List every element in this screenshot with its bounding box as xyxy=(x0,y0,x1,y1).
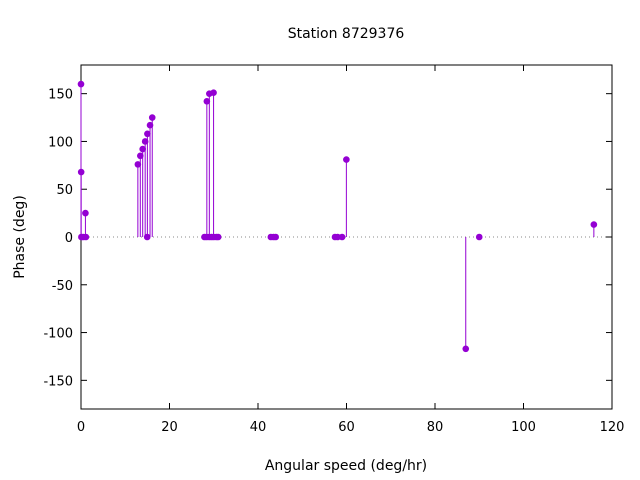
x-tick-label: 20 xyxy=(161,420,178,435)
data-point xyxy=(338,233,346,241)
x-tick-label: 60 xyxy=(338,420,355,435)
data-point xyxy=(148,114,156,121)
data-point xyxy=(343,156,350,163)
x-tick-label: 40 xyxy=(250,420,267,435)
data-point xyxy=(136,152,144,160)
data-point xyxy=(214,233,222,241)
data-point xyxy=(475,233,483,241)
x-axis-label: Angular speed (deg/hr) xyxy=(265,458,427,474)
x-tick-label: 100 xyxy=(511,420,536,435)
y-tick-label: 50 xyxy=(56,183,73,198)
y-tick-label: -150 xyxy=(43,374,73,389)
data-point xyxy=(203,98,211,105)
y-tick-label: 100 xyxy=(48,135,73,150)
chart-title: Station 8729376 xyxy=(288,26,405,42)
data-point xyxy=(210,89,217,97)
y-tick-label: 0 xyxy=(65,231,73,246)
x-tick-label: 120 xyxy=(600,420,625,435)
y-axis-label: Phase (deg) xyxy=(12,195,28,279)
y-tick-label: -100 xyxy=(43,327,73,342)
y-tick-label: -50 xyxy=(52,279,73,294)
x-tick-label: 0 xyxy=(77,420,85,435)
data-point xyxy=(146,121,154,129)
data-point xyxy=(77,80,85,88)
data-point xyxy=(134,161,142,168)
plot-area: -150 -100 -50 0 50 100 150 0 20 40 60 80 100 120 xyxy=(43,64,625,435)
data-point xyxy=(82,209,89,217)
x-tick-label: 80 xyxy=(427,420,444,435)
y-tick-label: 150 xyxy=(48,88,73,103)
data-point xyxy=(139,145,146,153)
data-point xyxy=(77,168,85,176)
data-point xyxy=(141,138,149,145)
data-point xyxy=(462,345,470,353)
data-point xyxy=(144,130,151,138)
data-point xyxy=(82,233,90,241)
data-point xyxy=(590,221,598,228)
data-point xyxy=(272,233,280,241)
